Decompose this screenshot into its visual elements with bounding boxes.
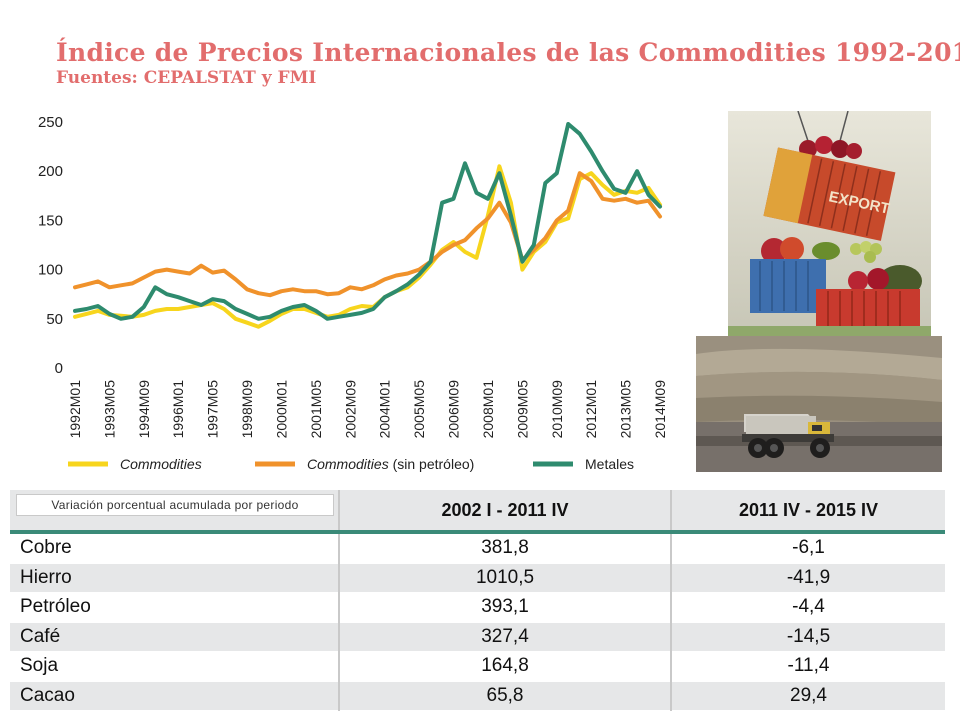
x-tick-label: 2008M01: [480, 380, 496, 439]
legend-label: Commodities (sin petróleo): [307, 456, 474, 472]
legend-label: Metales: [585, 456, 634, 472]
series-line: [73, 164, 662, 329]
table-header-period-2: 2011 IV - 2015 IV: [670, 490, 945, 534]
row-value-period-1: 327,4: [338, 622, 671, 652]
x-axis: 1992M01 1993M05 1994M09 1996M01 1997M05 1998M…: [67, 380, 668, 439]
x-tick-label: 1994M09: [136, 380, 152, 439]
x-tick-label: 2006M09: [446, 380, 462, 439]
page-title: Índice de Precios Internacionales de las…: [56, 38, 960, 67]
series-lines: [73, 122, 662, 329]
x-tick-label: 1997M05: [205, 380, 221, 439]
table-row: Café 327,4 -14,5: [10, 622, 945, 652]
x-tick-label: 1993M05: [101, 380, 117, 439]
row-commodity-name: Soja: [10, 651, 339, 682]
chart-legend: Commodities Commodities (sin petróleo) Met…: [68, 456, 634, 472]
row-value-period-1: 393,1: [338, 592, 671, 623]
y-axis: 0 50 100 150 200 250: [38, 114, 63, 377]
row-commodity-name: Café: [10, 622, 339, 652]
y-tick-label: 200: [38, 163, 63, 180]
row-value-period-2: -41,9: [670, 563, 945, 593]
table-row: Hierro 1010,5 -41,9: [10, 563, 945, 593]
export-containers-photo: EXPORT: [728, 111, 931, 336]
mining-truck-photo: [696, 336, 942, 472]
series-line: [73, 122, 662, 321]
x-tick-label: 1992M01: [67, 380, 83, 439]
legend-label: Commodities: [120, 456, 202, 472]
row-value-period-1: 381,8: [338, 532, 671, 564]
y-tick-label: 100: [38, 262, 63, 279]
table-header-period-1: 2002 I - 2011 IV: [338, 490, 671, 534]
title-block: Índice de Precios Internacionales de las…: [0, 0, 960, 110]
x-tick-label: 2013M05: [618, 380, 634, 439]
y-tick-label: 0: [55, 360, 63, 377]
x-tick-label: 2000M01: [273, 380, 289, 439]
row-value-period-1: 65,8: [338, 681, 671, 711]
x-tick-label: 2005M05: [411, 380, 427, 439]
x-tick-label: 2009M05: [514, 380, 530, 439]
x-tick-label: 2014M09: [652, 380, 668, 439]
row-value-period-2: -6,1: [670, 532, 945, 564]
series-line: [73, 171, 662, 298]
table-row: Cobre 381,8 -6,1: [10, 532, 945, 564]
table-row: Cacao 65,8 29,4: [10, 681, 945, 711]
row-value-period-2: -14,5: [670, 622, 945, 652]
x-tick-label: 1998M09: [239, 380, 255, 439]
table-caption: Variación porcentual acumulada por perio…: [16, 494, 334, 516]
y-tick-label: 150: [38, 212, 63, 229]
variation-table-section: 2002 I - 2011 IV 2011 IV - 2015 IV Cobre…: [10, 490, 945, 712]
x-tick-label: 1996M01: [170, 380, 186, 439]
row-value-period-2: 29,4: [670, 681, 945, 711]
y-tick-label: 50: [46, 311, 63, 328]
variation-table: 2002 I - 2011 IV 2011 IV - 2015 IV Cobre…: [10, 490, 945, 711]
x-tick-label: 2012M01: [583, 380, 599, 439]
row-commodity-name: Hierro: [10, 563, 339, 593]
row-commodity-name: Cacao: [10, 681, 339, 711]
row-commodity-name: Cobre: [10, 532, 339, 564]
x-tick-label: 2001M05: [308, 380, 324, 439]
x-tick-label: 2004M01: [377, 380, 393, 439]
y-tick-label: 250: [38, 114, 63, 131]
row-value-period-2: -11,4: [670, 651, 945, 682]
table-row: Petróleo 393,1 -4,4: [10, 592, 945, 623]
page-subtitle: Fuentes: CEPALSTAT y FMI: [56, 68, 317, 88]
row-value-period-2: -4,4: [670, 592, 945, 623]
row-commodity-name: Petróleo: [10, 592, 339, 623]
x-tick-label: 2002M09: [342, 380, 358, 439]
row-value-period-1: 164,8: [338, 651, 671, 682]
row-value-period-1: 1010,5: [338, 563, 671, 593]
x-tick-label: 2010M09: [549, 380, 565, 439]
table-row: Soja 164,8 -11,4: [10, 651, 945, 682]
